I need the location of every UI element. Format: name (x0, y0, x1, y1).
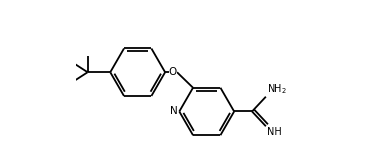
Text: NH: NH (267, 127, 281, 137)
Text: N: N (170, 106, 178, 116)
Text: O: O (169, 67, 177, 77)
Text: NH$_2$: NH$_2$ (267, 82, 287, 96)
